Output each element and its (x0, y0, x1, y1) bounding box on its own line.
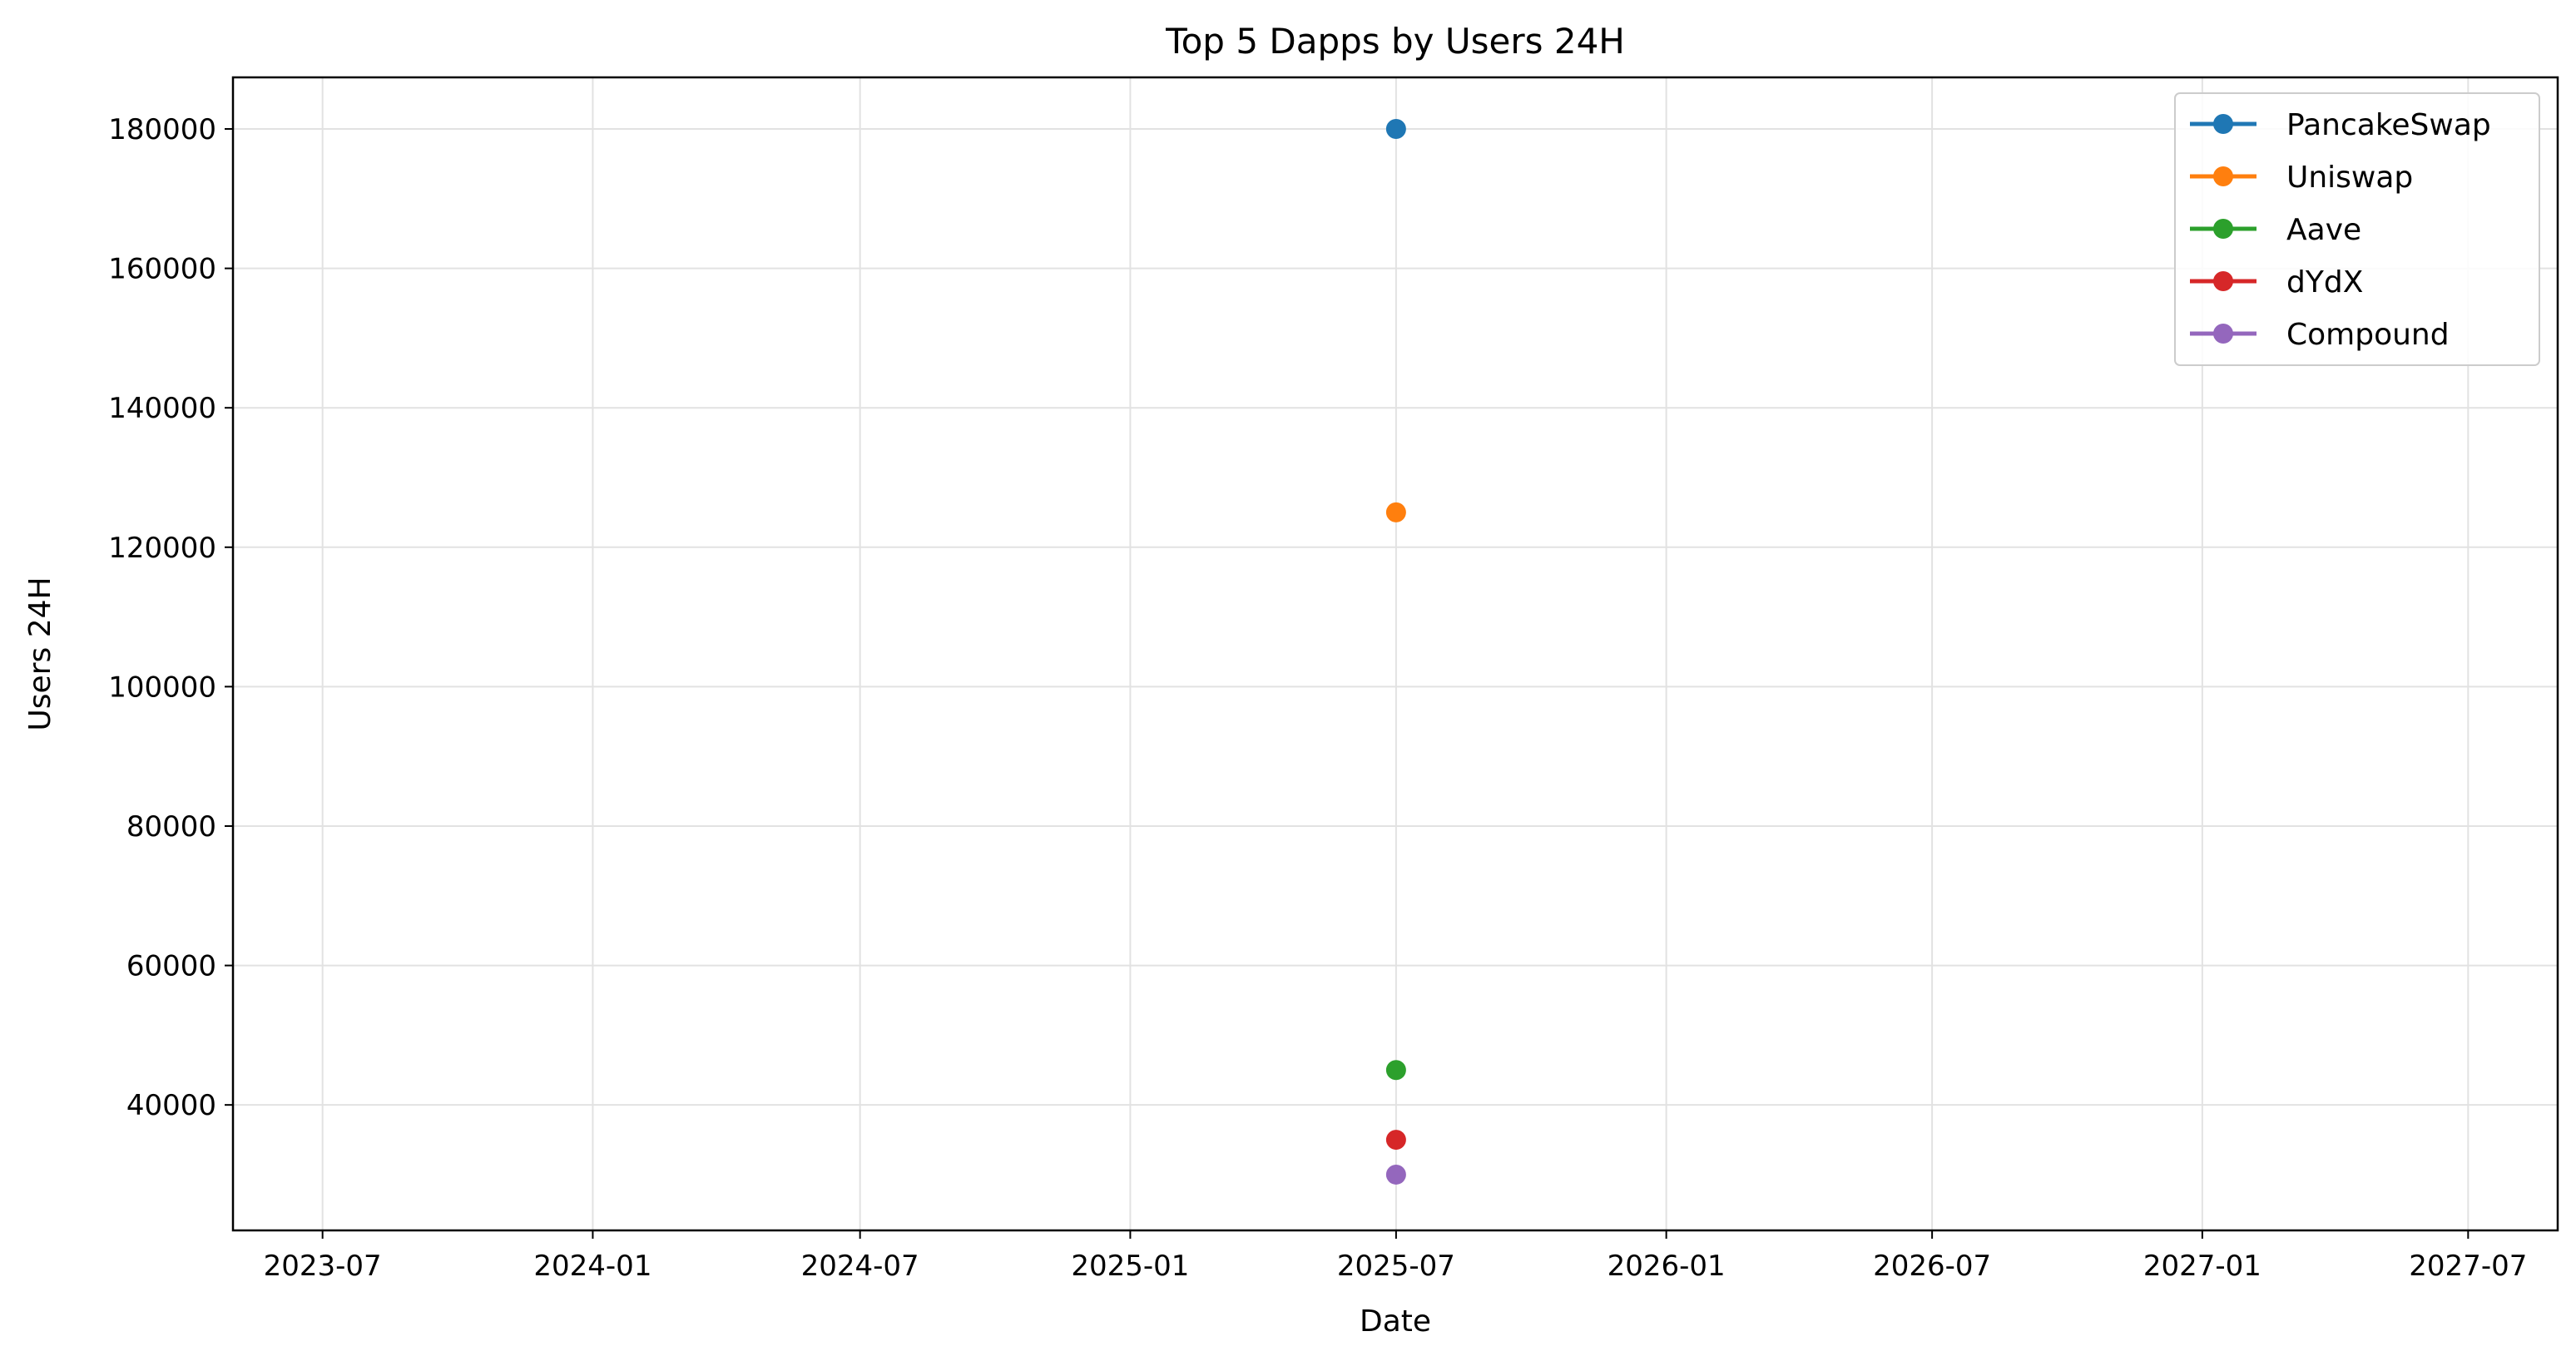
y-tick-label: 100000 (108, 671, 216, 704)
legend-marker (2213, 324, 2233, 344)
legend-label: Aave (2286, 213, 2361, 247)
legend-item: Compound (2190, 318, 2450, 352)
x-tick-label: 2026-01 (1608, 1250, 1726, 1283)
data-marks (1385, 119, 1406, 1185)
legend-item: Uniswap (2190, 161, 2413, 195)
legend-marker (2213, 219, 2233, 239)
y-axis-label: Users 24H (23, 577, 57, 730)
x-tick-label: 2023-07 (264, 1250, 382, 1283)
y-tick-label: 80000 (126, 810, 216, 844)
x-tick-label: 2027-07 (2409, 1250, 2527, 1283)
series-pancakeswap (1385, 119, 1406, 140)
chart-title: Top 5 Dapps by Users 24H (1165, 21, 1625, 62)
axis-ticks: 2023-07 2024-01 2024-07 2025-01 2025-07 2026-… (108, 113, 2527, 1283)
series-dydx (1385, 1130, 1406, 1151)
x-tick-label: 2027-01 (2143, 1250, 2261, 1283)
x-tick-label: 2026-07 (1873, 1250, 1991, 1283)
y-tick-label: 180000 (108, 113, 216, 146)
data-point (1385, 1060, 1406, 1081)
legend-label: Uniswap (2286, 161, 2413, 195)
legend: PancakeSwap Uniswap Aave dYdX Compound (2174, 92, 2540, 366)
legend-marker (2213, 114, 2233, 134)
series-uniswap (1385, 502, 1406, 522)
y-tick-label: 160000 (108, 253, 216, 286)
series-compound (1385, 1164, 1406, 1185)
x-tick-label: 2024-01 (533, 1250, 651, 1283)
legend-box (2174, 92, 2540, 366)
series-aave (1385, 1060, 1406, 1081)
y-tick-label: 140000 (108, 392, 216, 425)
legend-item: PancakeSwap (2190, 108, 2491, 142)
legend-label: Compound (2286, 318, 2450, 352)
x-tick-label: 2025-07 (1337, 1250, 1455, 1283)
y-tick-label: 40000 (126, 1089, 216, 1122)
y-tick-label: 120000 (108, 532, 216, 565)
x-tick-label: 2025-01 (1071, 1250, 1189, 1283)
data-point (1385, 119, 1406, 140)
y-tick-label: 60000 (126, 950, 216, 983)
data-point (1385, 1164, 1406, 1185)
legend-item: dYdX (2190, 265, 2363, 299)
x-tick-label: 2024-07 (801, 1250, 919, 1283)
x-axis-label: Date (1360, 1304, 1431, 1339)
legend-marker (2213, 166, 2233, 186)
legend-label: dYdX (2286, 265, 2363, 299)
legend-item: Aave (2190, 213, 2361, 247)
legend-marker (2213, 271, 2233, 291)
legend-label: PancakeSwap (2286, 108, 2491, 142)
data-point (1385, 1130, 1406, 1151)
data-point (1385, 502, 1406, 522)
